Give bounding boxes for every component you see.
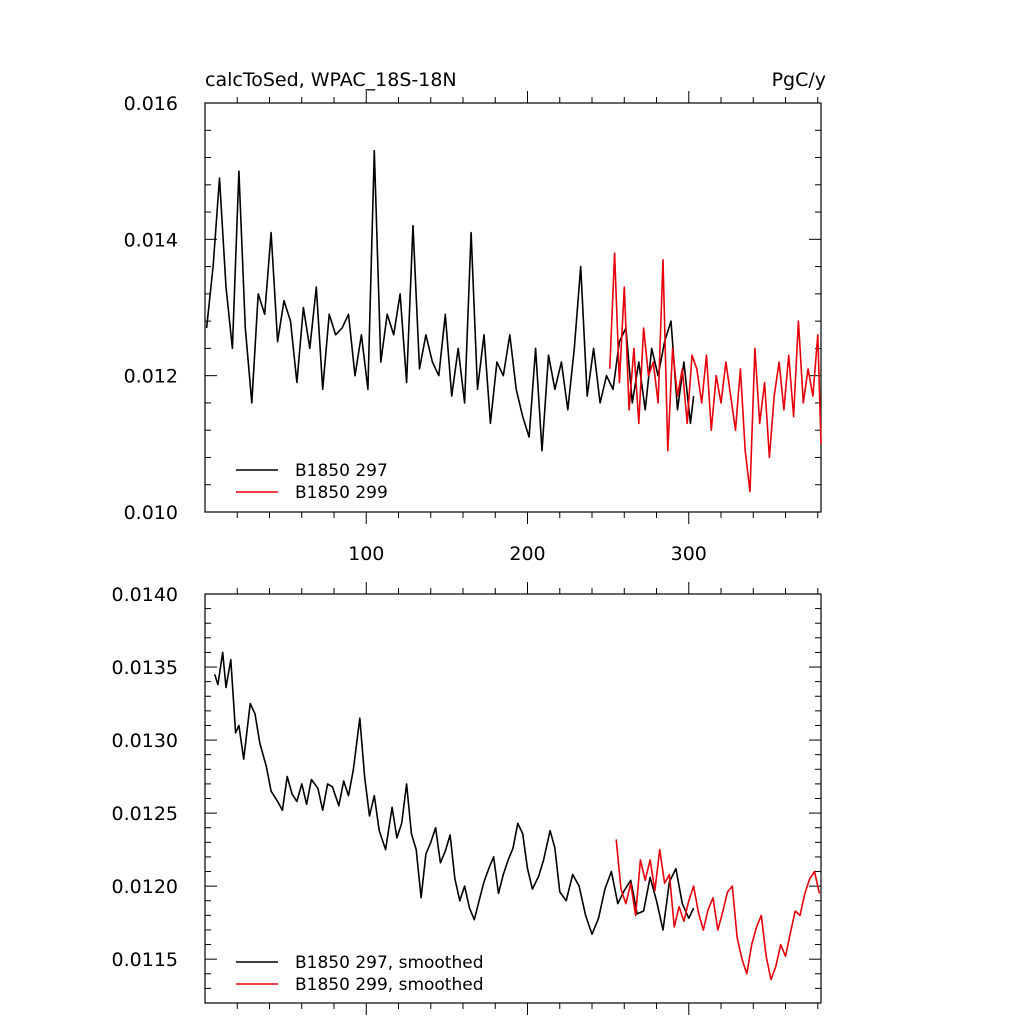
x-tick-label: 200: [509, 543, 545, 565]
y-tick-label: 0.0125: [112, 803, 178, 825]
legend-label-1: B1850 297: [295, 461, 388, 481]
legend-label-2: B1850 299, smoothed: [295, 975, 484, 995]
y-tick-label: 0.0130: [112, 730, 178, 752]
plot-frame: [204, 102, 822, 513]
series-line-2: [615, 839, 821, 981]
panel-bottom: 0.0115 0.0120 0.0125 0.0130 0.0135 0.0140 B185…: [112, 582, 822, 1015]
title-right: PgC/y: [772, 69, 826, 91]
y-tick-label: 0.0135: [112, 657, 178, 679]
y-tick-label: 0.0140: [112, 584, 178, 606]
y-tick-label: 0.010: [124, 502, 178, 524]
x-tick-label: 300: [671, 543, 707, 565]
title-left: calcToSed, WPAC_18S-18N: [205, 69, 457, 91]
legend-label-1: B1850 297, smoothed: [295, 953, 484, 973]
y-tick-label: 0.0120: [112, 876, 178, 898]
x-tick-label: 100: [348, 543, 384, 565]
y-tick-label: 0.016: [124, 93, 178, 115]
series-line-1: [205, 149, 695, 452]
panel-top: 100 200 300 0.010 0.012 0.014 0.016 B1850 297B1…: [124, 91, 822, 565]
y-tick-label: 0.0115: [112, 949, 178, 971]
legend-label-2: B1850 299: [295, 483, 388, 503]
series-line-2: [609, 252, 822, 493]
y-tick-label: 0.012: [124, 366, 178, 388]
y-tick-label: 0.014: [124, 229, 178, 251]
